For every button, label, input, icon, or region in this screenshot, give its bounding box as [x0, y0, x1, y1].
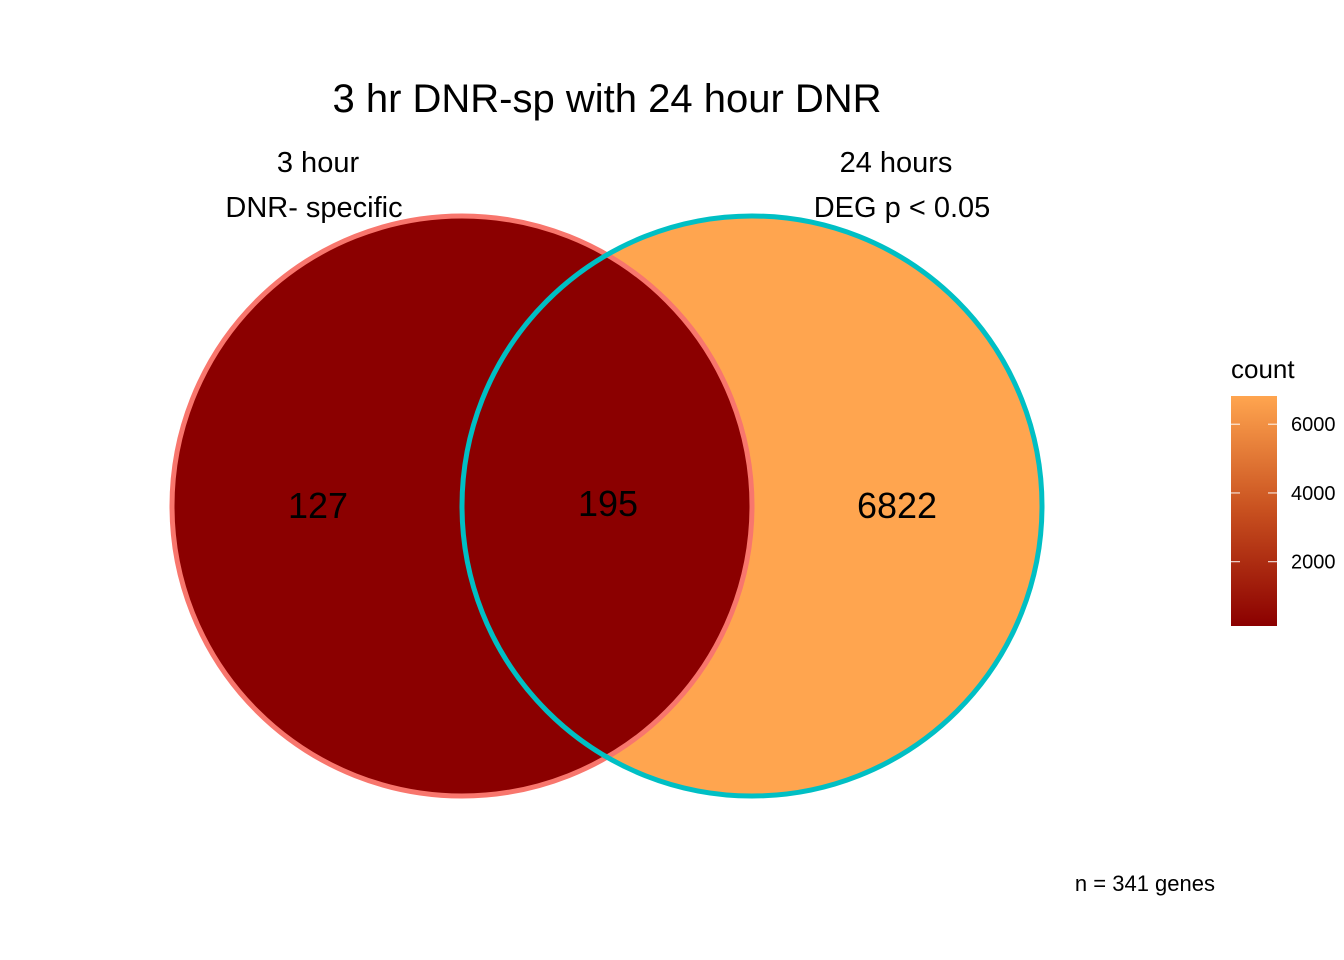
set-outline-24h	[459, 213, 1045, 799]
caption: n = 341 genes	[1075, 871, 1215, 896]
set-label-24h-line1: 24 hours	[840, 147, 953, 179]
count-only-3h: 127	[288, 485, 348, 526]
set-label-3h-line1: 3 hour	[277, 147, 360, 179]
set-outline-3h	[169, 213, 755, 799]
count-only-24h: 6822	[857, 485, 937, 526]
set-label-3h-line2: DNR- specific	[225, 192, 402, 224]
chart-title: 3 hr DNR-sp with 24 hour DNR	[332, 77, 881, 121]
count-intersection: 195	[578, 483, 638, 524]
legend-ticks: 2000 4000 6000	[1231, 414, 1336, 574]
region-intersection	[462, 216, 752, 796]
legend-tick-label: 4000	[1291, 483, 1336, 505]
legend-tick-label: 2000	[1291, 552, 1336, 574]
legend: count 2000 4000 6000	[1231, 354, 1336, 626]
legend-colorbar	[1231, 396, 1277, 626]
legend-tick-label: 6000	[1291, 414, 1336, 436]
legend-title: count	[1231, 354, 1295, 384]
set-label-24h-line2: DEG p < 0.05	[814, 192, 991, 224]
